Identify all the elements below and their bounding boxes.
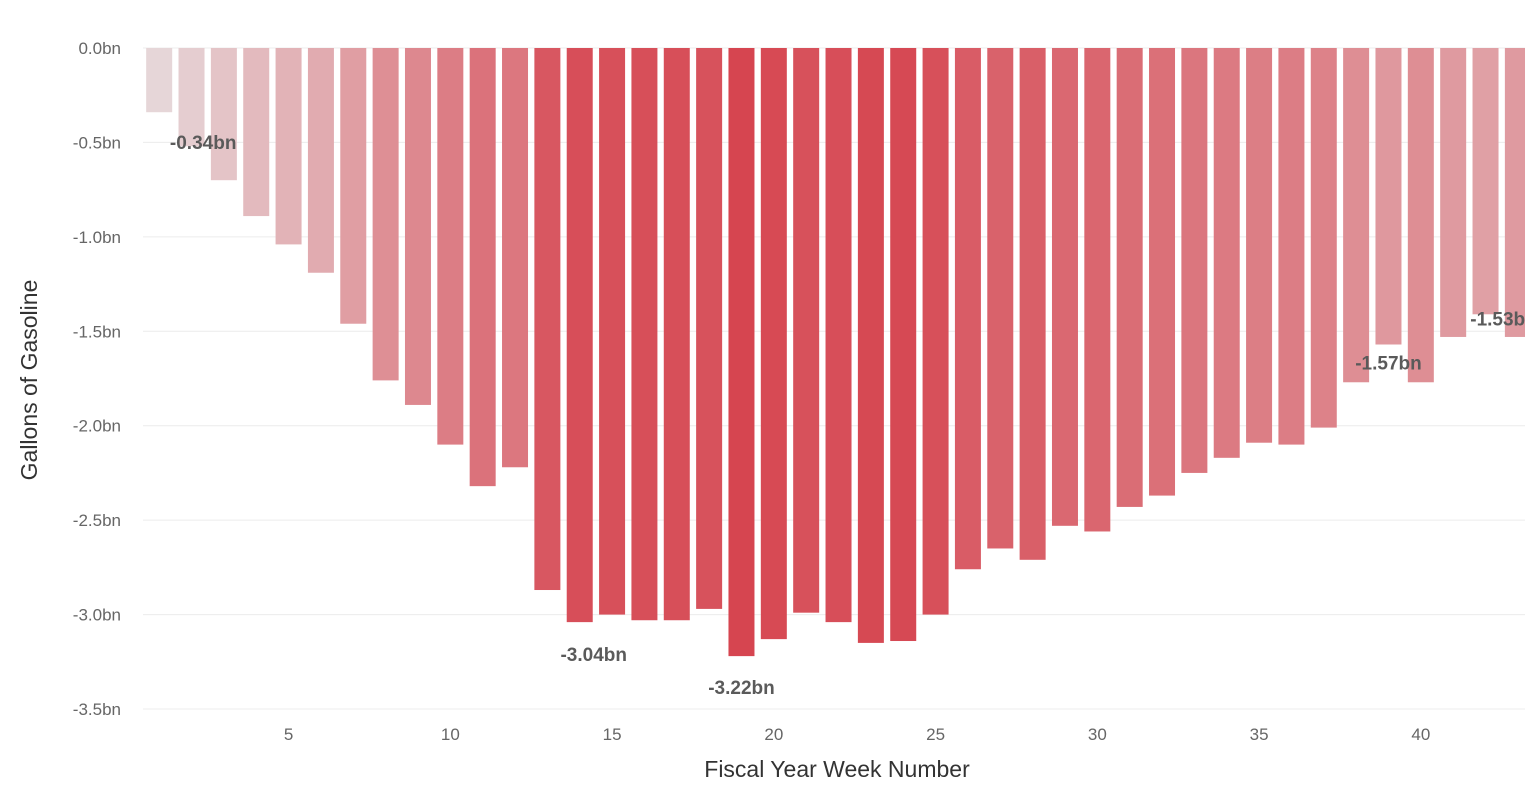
x-axis-ticks: 5 10 15 20 25 30 35 40 bbox=[284, 725, 1430, 744]
data-label-week-1: -0.34bn bbox=[170, 133, 237, 154]
bar-week-26 bbox=[954, 48, 981, 570]
bars bbox=[146, 48, 1525, 657]
bar-week-15 bbox=[599, 48, 626, 615]
bar-week-7 bbox=[340, 48, 367, 324]
bar-week-20 bbox=[760, 48, 787, 640]
x-tick-label: 40 bbox=[1411, 725, 1430, 744]
bar-week-16 bbox=[631, 48, 658, 621]
data-label-week-42: -1.53bn bbox=[1470, 309, 1525, 330]
bar-week-18 bbox=[696, 48, 723, 609]
bar-week-33 bbox=[1181, 48, 1208, 473]
y-axis-ticks: 0.0bn -0.5bn -1.0bn -1.5bn -2.0bn -2.5bn -3.0b… bbox=[73, 39, 121, 719]
x-tick-label: 25 bbox=[926, 725, 945, 744]
bar-week-8 bbox=[372, 48, 399, 381]
bar-week-31 bbox=[1116, 48, 1143, 507]
data-label-week-14: -3.04bn bbox=[560, 645, 627, 666]
bar-week-40 bbox=[1407, 48, 1434, 383]
bar-week-21 bbox=[793, 48, 820, 613]
x-tick-label: 15 bbox=[603, 725, 622, 744]
bar-week-35 bbox=[1246, 48, 1273, 443]
bar-week-14 bbox=[566, 48, 593, 623]
bar-week-11 bbox=[469, 48, 496, 487]
y-tick-label: -3.5bn bbox=[73, 700, 121, 719]
bar-week-32 bbox=[1149, 48, 1176, 496]
bar-week-28 bbox=[1019, 48, 1046, 560]
bar-week-38 bbox=[1343, 48, 1370, 383]
bar-week-24 bbox=[890, 48, 917, 642]
bar-week-37 bbox=[1310, 48, 1337, 428]
bar-week-9 bbox=[404, 48, 431, 405]
x-tick-label: 30 bbox=[1088, 725, 1107, 744]
bar-week-6 bbox=[307, 48, 334, 273]
y-tick-label: -1.5bn bbox=[73, 322, 121, 341]
y-tick-label: -0.5bn bbox=[73, 133, 121, 152]
x-tick-label: 5 bbox=[284, 725, 293, 744]
data-labels: -0.34bn -3.04bn -3.22bn -1.57bn -1.53bn bbox=[170, 133, 1525, 699]
bar-week-4 bbox=[243, 48, 270, 217]
bar-week-13 bbox=[534, 48, 561, 591]
bar-week-34 bbox=[1213, 48, 1240, 458]
bar-week-43 bbox=[1504, 48, 1525, 337]
bar-week-39 bbox=[1375, 48, 1402, 345]
x-tick-label: 20 bbox=[764, 725, 783, 744]
bar-week-30 bbox=[1084, 48, 1111, 532]
bar-week-3 bbox=[210, 48, 237, 181]
y-tick-label: -2.5bn bbox=[73, 511, 121, 530]
bar-week-27 bbox=[987, 48, 1014, 549]
bar-week-2 bbox=[178, 48, 205, 147]
bar-week-17 bbox=[663, 48, 690, 621]
bar-week-23 bbox=[857, 48, 884, 643]
data-label-week-39: -1.57bn bbox=[1355, 354, 1422, 375]
bar-week-25 bbox=[922, 48, 949, 615]
y-tick-label: -2.0bn bbox=[73, 417, 121, 436]
x-tick-label: 35 bbox=[1250, 725, 1269, 744]
bar-week-12 bbox=[502, 48, 529, 468]
y-tick-label: -1.0bn bbox=[73, 228, 121, 247]
data-label-week-19: -3.22bn bbox=[708, 678, 775, 699]
bar-week-1 bbox=[146, 48, 173, 113]
bar-week-29 bbox=[1051, 48, 1078, 526]
x-axis-title: Fiscal Year Week Number bbox=[704, 756, 970, 782]
x-tick-label: 10 bbox=[441, 725, 460, 744]
bar-week-22 bbox=[825, 48, 852, 623]
y-tick-label: 0.0bn bbox=[78, 39, 121, 58]
bar-week-36 bbox=[1278, 48, 1305, 445]
bar-week-19 bbox=[728, 48, 755, 657]
y-tick-label: -3.0bn bbox=[73, 606, 121, 625]
y-axis-title: Gallons of Gasoline bbox=[16, 280, 42, 481]
bar-week-41 bbox=[1440, 48, 1467, 337]
bar-week-5 bbox=[275, 48, 302, 245]
bar-week-10 bbox=[437, 48, 464, 445]
bar-week-42 bbox=[1472, 48, 1499, 315]
